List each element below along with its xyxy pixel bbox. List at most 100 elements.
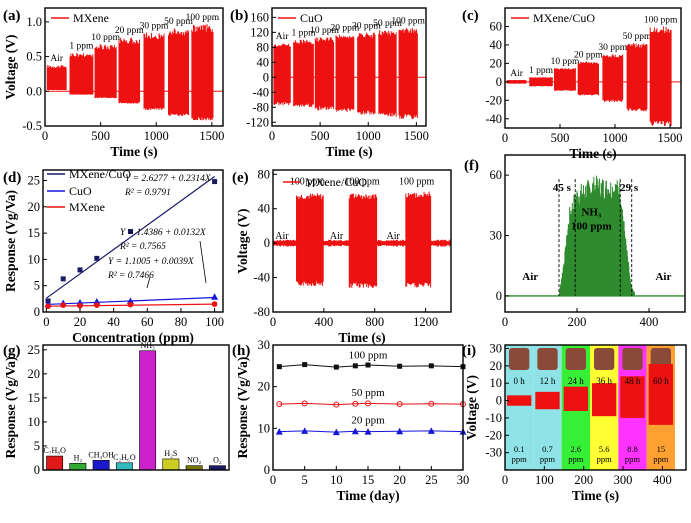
- panel-g-bar-label: O₂: [213, 456, 222, 465]
- panel-e-xtick-label: 0: [270, 315, 276, 329]
- panel-d-ytick-label: 20: [28, 200, 41, 214]
- panel-i-ytick-label: -30: [485, 446, 502, 460]
- panel-i-voltage-block: [563, 386, 588, 411]
- panel-c-burst: [626, 43, 648, 112]
- panel-a-ytick-label: 1.0: [26, 15, 42, 29]
- panel-a-legend-label: MXene: [73, 11, 109, 25]
- panel-h-ytick-label: 0: [264, 463, 270, 477]
- panel-a-xtick-label: 1500: [199, 129, 224, 143]
- panel-b-ytick-label: 0: [263, 70, 269, 84]
- panel-b-frame: [271, 7, 427, 127]
- panel-i-xtick-label: 400: [653, 473, 672, 487]
- panel-e-xtick-label: 1200: [413, 315, 438, 329]
- panel-i-time-label: 36 h: [596, 376, 612, 386]
- panel-h-point: [396, 427, 404, 435]
- panel-c-frame: [504, 7, 682, 129]
- panel-e-panel: Air 100 ppm Air 100 ppm Air 100 ppm -80 -40 0 40 8…: [235, 167, 452, 345]
- panel-a-stage-label: 20 ppm: [115, 26, 144, 36]
- panel-f-response: [558, 175, 635, 296]
- panel-b-burst: [398, 27, 418, 120]
- panel-h-ytick-label: 30: [258, 338, 271, 352]
- panel-d-fit-equation: Y = 1.1005 + 0.0039X: [108, 257, 195, 267]
- panel-i-ytick-label: -10: [485, 411, 502, 425]
- panel-d-fit-r2: R² = 0.9791: [124, 188, 171, 198]
- panel-h-point: [276, 401, 283, 408]
- panel-e-legend-label: MXene/CuO: [305, 175, 367, 189]
- panel-d-point: [93, 297, 101, 305]
- panel-g-ylabel: Response (Vg/Va): [3, 357, 18, 459]
- panel-d-annot-arrow: [146, 276, 151, 289]
- panel-label: (b): [230, 8, 248, 24]
- panel-e-ytick-label: 80: [258, 167, 271, 181]
- panel-c-xtick-label: 0: [502, 131, 508, 145]
- panel-h-xtick-label: 15: [362, 473, 375, 487]
- panel-h-point: [428, 400, 435, 407]
- panel-g-bar: [92, 460, 110, 471]
- panel-d-point: [127, 301, 134, 308]
- panel-c-xtick-label: 1500: [658, 131, 683, 145]
- panel-i-conc-label: 0.7: [542, 444, 553, 454]
- panel-c-ytick-label: 20: [490, 56, 503, 70]
- panel-i-voltage-block: [648, 364, 673, 425]
- panel-h-point: [333, 364, 339, 370]
- panel-e-annotation: 100 ppm: [344, 177, 380, 188]
- panel-b-xtick-label: 1000: [356, 129, 381, 143]
- panel-c-ytick-label: 0: [496, 75, 502, 89]
- panel-i-conc-label: 2.6: [571, 444, 582, 454]
- panel-a-burst: [46, 64, 67, 91]
- panel-a-stage-label: 50 ppm: [164, 17, 193, 27]
- panel-i-conc-unit: ppm: [512, 454, 528, 464]
- panel-h-panel: 100 ppm 50 ppm 20 ppm 0 10 20 30 0 5 10 15 20 25 30 Ti…: [235, 338, 469, 503]
- panel-b-stage-label: 30 ppm: [352, 21, 381, 31]
- panel-g-bar: [162, 458, 180, 471]
- panel-h-point: [365, 400, 371, 407]
- panel-i-photo: [622, 348, 643, 370]
- panel-d-point: [94, 255, 100, 261]
- panel-h-xtick-label: 20: [393, 473, 406, 487]
- panel-i-xtick-label: 300: [614, 473, 633, 487]
- panel-c-burst: [649, 26, 672, 127]
- panel-label: (i): [462, 343, 476, 359]
- panel-label: (d): [3, 170, 21, 186]
- panel-a-stage-label: 1 ppm: [69, 41, 94, 51]
- panel-i-photo: [509, 348, 530, 370]
- panel-h-series-line: [279, 364, 464, 368]
- panel-h-ytick-label: 10: [258, 421, 271, 435]
- panel-label: (f): [464, 158, 479, 174]
- panel-b-stage-label: 50 ppm: [373, 19, 402, 29]
- panel-c-xtick-label: 1000: [603, 131, 628, 145]
- panel-d-legend-label: MXene/CuO: [69, 167, 131, 181]
- panel-d-legend-label: CuO: [69, 184, 92, 198]
- panel-e-frame: [272, 169, 452, 313]
- panel-i-time-label: 12 h: [540, 376, 556, 386]
- panel-d-point: [60, 302, 66, 308]
- panel-h-point: [302, 362, 308, 368]
- panel-c-stage-label: 1 ppm: [529, 66, 554, 76]
- panel-f-annotation: Air: [522, 271, 538, 283]
- panel-i-xtick-label: 200: [574, 473, 593, 487]
- panel-e-annotation: Air: [386, 231, 400, 242]
- panel-a-frame: [44, 7, 224, 127]
- panel-a-stage-label: 10 ppm: [91, 33, 120, 43]
- panel-h-xtick-label: 30: [457, 473, 470, 487]
- panel-h-point: [397, 363, 403, 369]
- panel-i-ylabel: Voltage (V): [464, 375, 479, 440]
- panel-h-point: [276, 364, 282, 370]
- panel-h-series-label: 50 ppm: [351, 387, 385, 399]
- panel-b-ytick-label: 160: [250, 10, 269, 24]
- panel-g-bar-label: H₂: [74, 453, 83, 462]
- panel-d-point: [211, 293, 219, 300]
- panel-f-annotation: 45 s: [553, 182, 572, 194]
- panel-i-ytick-label: 20: [490, 359, 503, 373]
- panel-d-ytick-label: 5: [34, 279, 40, 293]
- panel-b-stage-label: Air: [276, 32, 290, 42]
- panel-d-fit-equation: Y = 2.6277 + 0.2314X: [125, 174, 212, 184]
- panel-g-bar-label: H₂S: [164, 449, 177, 458]
- panel-b-stage-label: 10 ppm: [310, 26, 339, 36]
- panel-i-voltage-block: [620, 376, 645, 418]
- panel-d-ytick-label: 15: [28, 226, 41, 240]
- panel-d-point: [211, 301, 218, 307]
- panel-b-ytick-label: 40: [257, 55, 270, 69]
- panel-d-legend-label: MXene: [69, 200, 105, 214]
